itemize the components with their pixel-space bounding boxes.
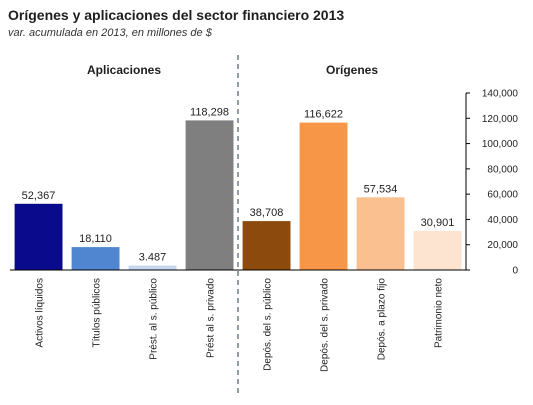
category-label-5: Depós. del s. privado [320,278,331,372]
category-label-2: Prést. al s. público [149,278,160,360]
bar-3 [185,120,234,271]
data-label-0: 52,367 [22,190,56,202]
bar-0 [14,203,63,270]
data-label-3: 118,298 [190,106,229,118]
data-label-1: 18,110 [79,233,112,245]
group-labels: Aplicaciones Orígenes [87,63,378,77]
group-label-0: Aplicaciones [87,63,161,77]
category-label-6: Depós. a plazo fijo [377,278,388,361]
bars-layer [14,120,462,271]
bar-4 [242,221,291,270]
bar-2 [128,265,177,270]
y-tick-label-5: 100,000 [482,139,519,150]
data-label-5: 116,622 [304,109,343,121]
data-label-4: 38,708 [250,207,284,219]
group-label-1: Orígenes [326,63,378,77]
category-label-4: Depós. del s. público [263,278,274,371]
bar-1 [71,247,120,270]
bar-6 [356,197,405,270]
data-labels-layer: 52,367 18,110 3.487 118,298 38,708 116,622 57,… [22,106,455,263]
data-label-2: 3.487 [139,252,167,264]
y-tick-label-0: 0 [512,266,518,277]
bar-5 [299,122,348,270]
y-tick-label-3: 60,000 [487,190,518,201]
y-tick-label-7: 140,000 [482,89,519,100]
y-tick-label-6: 120,000 [482,114,519,125]
data-label-7: 30,901 [421,217,455,229]
y-tick-label-2: 40,000 [487,215,518,226]
category-label-1: Títulos públicos [92,278,103,347]
category-labels-layer: Activos líquidos Títulos públicos Prést. a… [35,278,445,372]
y-tick-label-1: 20,000 [487,240,518,251]
category-label-0: Activos líquidos [35,278,46,347]
data-label-6: 57,534 [364,183,398,195]
y-tick-label-4: 80,000 [487,164,518,175]
chart-title: Orígenes y aplicaciones del sector finan… [8,7,344,23]
category-label-3: Prést al s. privado [206,278,217,358]
y-ticks-layer: 0 20,000 40,000 60,000 80,000 100,000 120,000 1… [466,89,518,277]
category-label-7: Patrimonio neto [434,278,445,348]
bar-7 [413,230,462,270]
chart-subtitle: var. acumulada en 2013, en millones de $ [8,27,213,39]
